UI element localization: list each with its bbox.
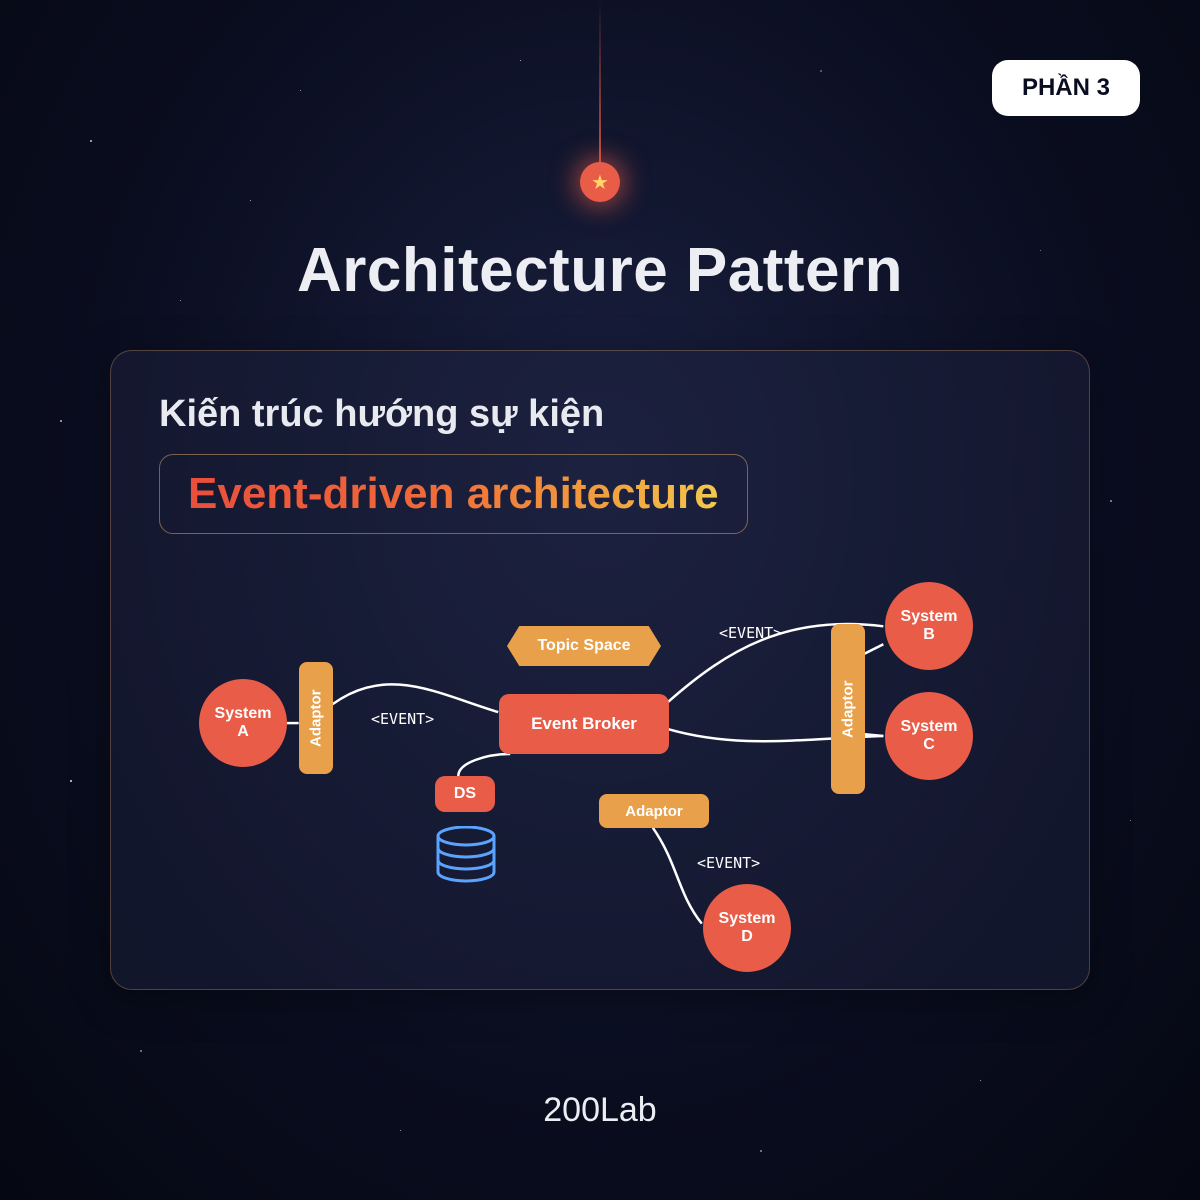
footer-brand: 200Lab: [0, 1091, 1200, 1130]
node-label: C: [923, 736, 935, 754]
bg-star: [180, 300, 181, 301]
node-label: System: [901, 608, 958, 626]
bg-star: [300, 90, 301, 91]
event-label: <EVENT>: [371, 710, 434, 728]
node-system-b: SystemB: [885, 582, 973, 670]
bg-star: [1110, 500, 1112, 502]
node-system-d: SystemD: [703, 884, 791, 972]
bg-star: [90, 140, 92, 142]
bg-star: [760, 1150, 762, 1152]
gradient-title: Event-driven architecture: [188, 469, 719, 519]
node-adaptor-l: Adaptor: [299, 662, 333, 774]
comet-star-icon: ★: [580, 162, 620, 202]
gradient-title-box: Event-driven architecture: [159, 454, 748, 534]
page-title: Architecture Pattern: [0, 235, 1200, 306]
node-adaptor-b: Adaptor: [599, 794, 709, 828]
diagram-edge: [863, 734, 883, 736]
node-system-c: SystemC: [885, 692, 973, 780]
diagram-edge: [333, 684, 499, 712]
node-label: System: [215, 705, 272, 723]
part-badge-label: PHẦN 3: [1022, 74, 1110, 101]
bg-star: [70, 780, 72, 782]
event-label: <EVENT>: [697, 854, 760, 872]
bg-star: [60, 420, 62, 422]
node-db: [435, 826, 497, 884]
diagram-edge: [458, 754, 510, 776]
bg-star: [520, 60, 521, 61]
bg-star: [820, 70, 822, 72]
bg-star: [980, 1080, 981, 1081]
node-topic-space: Topic Space: [507, 626, 661, 666]
comet-trail: [599, 0, 601, 175]
node-label: A: [237, 723, 249, 741]
diagram-edge: [863, 644, 883, 654]
content-panel: Kiến trúc hướng sự kiện Event-driven arc…: [110, 350, 1090, 990]
database-icon: [435, 826, 497, 884]
bg-star: [1040, 250, 1041, 251]
node-label: System: [719, 910, 776, 928]
node-label: D: [741, 928, 753, 946]
bg-star: [250, 200, 251, 201]
node-system-a: SystemA: [199, 679, 287, 767]
subtitle: Kiến trúc hướng sự kiện: [159, 393, 1041, 436]
bg-star: [400, 1130, 401, 1131]
node-ds: DS: [435, 776, 495, 812]
part-badge: PHẦN 3: [992, 60, 1140, 116]
node-adaptor-r: Adaptor: [831, 624, 865, 794]
event-label: <EVENT>: [719, 624, 782, 642]
node-label: System: [901, 718, 958, 736]
bg-star: [1130, 820, 1131, 821]
architecture-diagram: <EVENT><EVENT><EVENT>SystemAAdaptorEvent…: [159, 544, 1041, 974]
diagram-edge: [653, 828, 702, 924]
node-label: B: [923, 626, 935, 644]
bg-star: [140, 1050, 142, 1052]
node-event-broker: Event Broker: [499, 694, 669, 754]
